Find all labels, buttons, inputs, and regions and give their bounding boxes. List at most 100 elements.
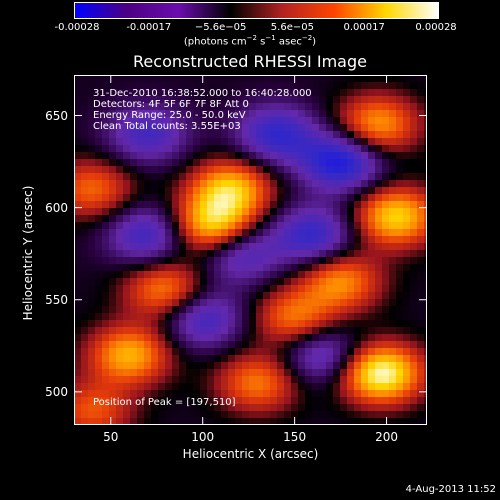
heatmap-cell bbox=[130, 369, 137, 376]
heatmap-cell bbox=[298, 89, 305, 96]
heatmap-cell bbox=[151, 166, 158, 173]
heatmap-cell bbox=[368, 313, 375, 320]
heatmap-cell bbox=[116, 362, 123, 369]
heatmap-cell bbox=[312, 390, 319, 397]
heatmap-cell bbox=[410, 327, 417, 334]
heatmap-cell bbox=[256, 215, 263, 222]
heatmap-cell bbox=[333, 159, 340, 166]
heatmap-cell bbox=[102, 341, 109, 348]
heatmap-cell bbox=[214, 257, 221, 264]
heatmap-cell bbox=[88, 138, 95, 145]
heatmap-cell bbox=[403, 215, 410, 222]
heatmap-cell bbox=[151, 292, 158, 299]
heatmap-cell bbox=[144, 236, 151, 243]
heatmap-cell bbox=[137, 411, 144, 418]
heatmap-cell bbox=[270, 173, 277, 180]
heatmap-cell bbox=[242, 201, 249, 208]
heatmap-cell bbox=[284, 404, 291, 411]
heatmap-cell bbox=[382, 229, 389, 236]
heatmap-cell bbox=[123, 334, 130, 341]
heatmap-cell bbox=[200, 355, 207, 362]
heatmap-cell bbox=[263, 341, 270, 348]
heatmap-cell bbox=[347, 299, 354, 306]
heatmap-cell bbox=[312, 243, 319, 250]
heatmap-cell bbox=[95, 355, 102, 362]
heatmap-cell bbox=[291, 187, 298, 194]
heatmap-cell bbox=[333, 194, 340, 201]
heatmap-cell bbox=[333, 89, 340, 96]
heatmap-cell bbox=[382, 138, 389, 145]
heatmap-cell bbox=[298, 285, 305, 292]
heatmap-cell bbox=[312, 229, 319, 236]
heatmap-cell bbox=[95, 236, 102, 243]
heatmap-cell bbox=[235, 138, 242, 145]
heatmap-cell bbox=[277, 264, 284, 271]
heatmap-cell bbox=[214, 131, 221, 138]
heatmap-cell bbox=[130, 131, 137, 138]
heatmap-cell bbox=[417, 166, 424, 173]
heatmap-cell bbox=[340, 117, 347, 124]
heatmap-cell bbox=[389, 369, 396, 376]
heatmap-cell bbox=[172, 194, 179, 201]
heatmap-cell bbox=[347, 229, 354, 236]
heatmap-cell bbox=[249, 173, 256, 180]
heatmap-cell bbox=[410, 145, 417, 152]
heatmap-cell bbox=[326, 194, 333, 201]
heatmap-cell bbox=[382, 292, 389, 299]
heatmap-cell bbox=[263, 75, 270, 82]
heatmap-cell bbox=[249, 334, 256, 341]
heatmap-cell bbox=[137, 131, 144, 138]
heatmap-cell bbox=[270, 110, 277, 117]
heatmap-cell bbox=[116, 201, 123, 208]
heatmap-cell bbox=[235, 348, 242, 355]
heatmap-cell bbox=[256, 82, 263, 89]
heatmap-cell bbox=[354, 89, 361, 96]
heatmap-cell bbox=[74, 145, 81, 152]
heatmap-cell bbox=[291, 194, 298, 201]
heatmap-cell bbox=[396, 299, 403, 306]
heatmap-cell bbox=[193, 236, 200, 243]
heatmap-cell bbox=[270, 194, 277, 201]
heatmap-cell bbox=[354, 327, 361, 334]
heatmap-cell bbox=[102, 362, 109, 369]
heatmap-cell bbox=[326, 257, 333, 264]
heatmap-cell bbox=[137, 355, 144, 362]
heatmap-cell bbox=[242, 306, 249, 313]
heatmap-cell bbox=[298, 187, 305, 194]
heatmap-cell bbox=[172, 159, 179, 166]
heatmap-cell bbox=[123, 313, 130, 320]
heatmap-cell bbox=[130, 418, 137, 425]
heatmap-cell bbox=[326, 306, 333, 313]
heatmap-cell bbox=[284, 348, 291, 355]
heatmap-cell bbox=[158, 362, 165, 369]
heatmap-cell bbox=[319, 194, 326, 201]
heatmap-cell bbox=[277, 208, 284, 215]
x-tick-label: 200 bbox=[375, 430, 398, 444]
heatmap-cell bbox=[361, 257, 368, 264]
heatmap-cell bbox=[130, 390, 137, 397]
heatmap-cell bbox=[88, 96, 95, 103]
heatmap-cell bbox=[249, 131, 256, 138]
heatmap-cell bbox=[417, 110, 424, 117]
heatmap-cell bbox=[249, 257, 256, 264]
heatmap-cell bbox=[151, 264, 158, 271]
heatmap-cell bbox=[312, 376, 319, 383]
heatmap-cell bbox=[347, 138, 354, 145]
heatmap-cell bbox=[81, 131, 88, 138]
heatmap-cell bbox=[116, 299, 123, 306]
heatmap-cell bbox=[410, 278, 417, 285]
heatmap-cell bbox=[186, 124, 193, 131]
heatmap-cell bbox=[417, 334, 424, 341]
heatmap-cell bbox=[81, 369, 88, 376]
heatmap-cell bbox=[144, 110, 151, 117]
heatmap-cell bbox=[158, 383, 165, 390]
heatmap-cell bbox=[179, 194, 186, 201]
heatmap-cell bbox=[382, 411, 389, 418]
heatmap-cell bbox=[214, 243, 221, 250]
heatmap-cell bbox=[424, 355, 427, 362]
heatmap-cell bbox=[228, 292, 235, 299]
heatmap-cell bbox=[396, 117, 403, 124]
heatmap-cell bbox=[158, 334, 165, 341]
heatmap-cell bbox=[263, 159, 270, 166]
heatmap-cell bbox=[277, 173, 284, 180]
